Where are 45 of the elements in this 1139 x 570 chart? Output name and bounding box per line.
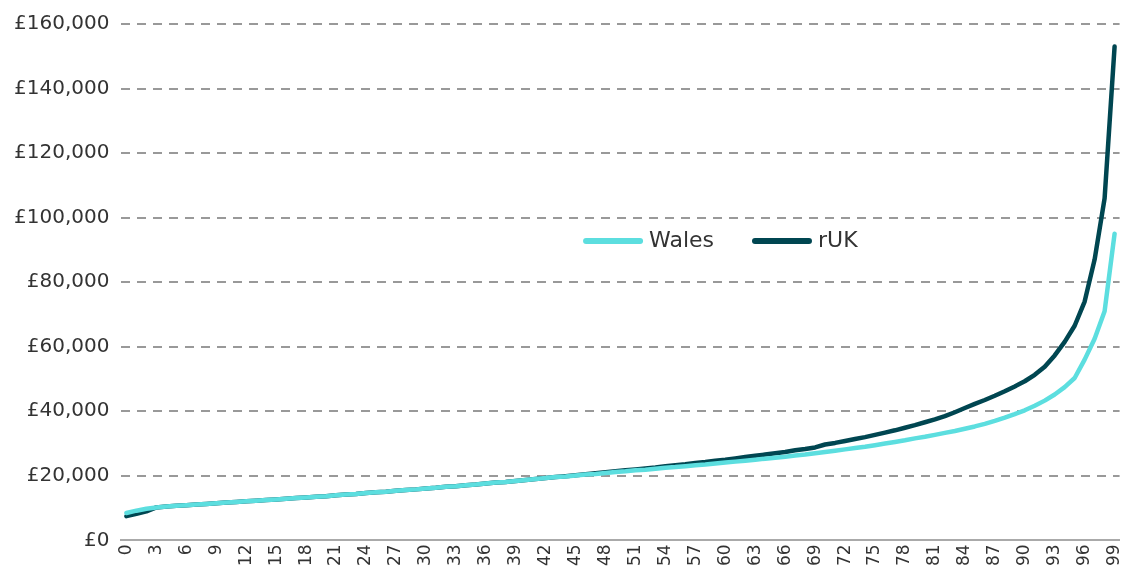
x-tick-label: 0	[114, 544, 135, 556]
x-tick-label: 90	[1013, 544, 1034, 567]
x-tick-label: 15	[264, 544, 285, 567]
x-tick-label: 54	[653, 544, 674, 567]
x-tick-label: 99	[1103, 544, 1123, 567]
x-tick-label: 48	[593, 544, 614, 567]
x-tick-label: 69	[803, 544, 824, 567]
x-tick-label: 9	[204, 544, 225, 556]
y-tick-label: £100,000	[13, 203, 110, 228]
x-tick-label: 36	[474, 544, 495, 567]
x-tick-label: 18	[294, 544, 315, 567]
x-tick-label: 12	[234, 544, 255, 567]
x-tick-label: 6	[174, 544, 195, 556]
x-tick-label: 3	[144, 544, 165, 556]
x-tick-label: 60	[713, 544, 734, 567]
x-tick-label: 27	[384, 544, 405, 567]
y-tick-label: £60,000	[26, 332, 110, 357]
x-tick-label: 84	[953, 544, 974, 567]
x-tick-label: 45	[564, 544, 585, 567]
x-tick-label: 51	[623, 544, 644, 567]
y-tick-label: £20,000	[26, 462, 110, 487]
x-tick-label: 66	[773, 544, 794, 567]
x-tick-label: 57	[683, 544, 704, 567]
x-tick-label: 96	[1073, 544, 1094, 567]
x-tick-label: 42	[534, 544, 555, 567]
y-tick-label: £140,000	[13, 74, 110, 99]
y-tick-label: £80,000	[26, 268, 110, 293]
x-tick-label: 63	[743, 544, 764, 567]
y-tick-label: £0	[83, 526, 110, 551]
x-tick-label: 81	[923, 544, 944, 567]
legend-label: rUK	[818, 226, 859, 252]
x-tick-label: 78	[893, 544, 914, 567]
x-tick-label: 24	[354, 544, 375, 567]
x-tick-label: 75	[863, 544, 884, 567]
y-tick-label: £120,000	[13, 139, 110, 164]
y-tick-label: £40,000	[26, 397, 110, 422]
x-tick-label: 72	[833, 544, 854, 567]
x-tick-label: 93	[1043, 544, 1064, 567]
x-tick-label: 30	[414, 544, 435, 567]
y-tick-label: £160,000	[13, 10, 110, 35]
x-tick-label: 87	[983, 544, 1004, 567]
x-tick-label: 39	[504, 544, 525, 567]
x-tick-label: 21	[324, 544, 345, 567]
legend-label: Wales	[649, 226, 714, 252]
x-tick-label: 33	[444, 544, 465, 567]
